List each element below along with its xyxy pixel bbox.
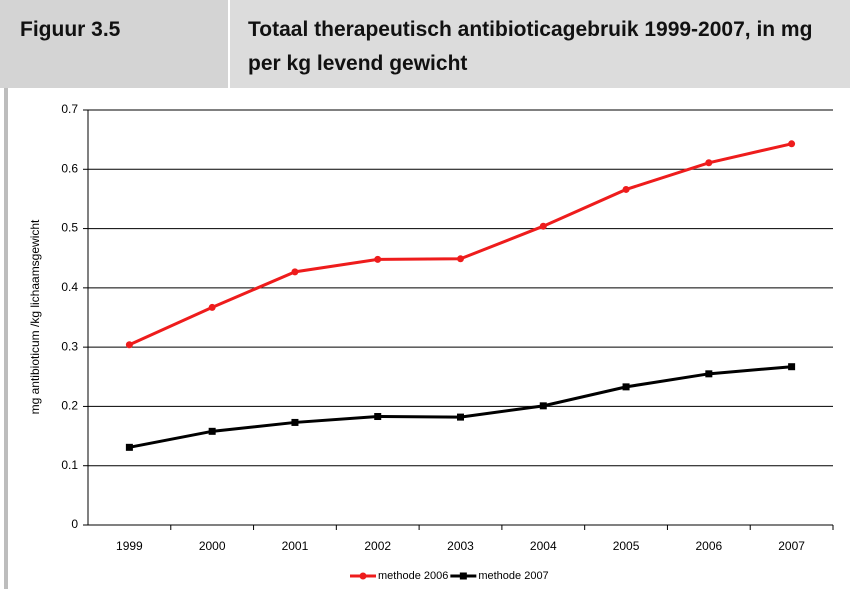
- y-tick-label: 0.7: [61, 102, 78, 116]
- legend-marker: [459, 572, 467, 580]
- y-tick-label: 0.3: [61, 339, 78, 353]
- x-tick-label: 2005: [613, 539, 640, 553]
- data-point: [208, 303, 216, 311]
- side-border: [4, 88, 8, 589]
- data-point: [539, 402, 547, 410]
- data-point: [457, 255, 464, 263]
- x-tick-label: 2000: [199, 539, 226, 553]
- data-point: [788, 140, 796, 148]
- data-point: [705, 370, 713, 378]
- y-tick-label: 0.1: [61, 458, 78, 472]
- data-point: [291, 268, 299, 276]
- y-tick-label: 0.2: [61, 399, 78, 413]
- y-tick-label: 0.4: [61, 280, 78, 294]
- series-line: [128, 142, 792, 347]
- data-point: [622, 185, 630, 193]
- header-label-cell: Figuur 3.5: [0, 0, 228, 88]
- data-point: [291, 418, 299, 426]
- data-point: [208, 427, 216, 435]
- y-tick-label: 0.5: [61, 221, 78, 235]
- legend-label: methode 2006: [378, 570, 448, 582]
- data-point: [125, 341, 133, 349]
- x-tick-label: 2004: [530, 539, 557, 553]
- data-point: [705, 159, 713, 167]
- data-point: [622, 383, 630, 391]
- data-point: [374, 255, 382, 263]
- x-tick-label: 1999: [116, 539, 143, 553]
- data-point: [374, 413, 382, 421]
- x-tick-label: 2003: [447, 539, 474, 553]
- y-tick-label: 0: [71, 517, 78, 531]
- x-tick-label: 2006: [695, 539, 722, 553]
- x-tick-label: 2001: [282, 539, 309, 553]
- figure-label: Figuur 3.5: [20, 18, 121, 41]
- data-point: [125, 443, 133, 451]
- x-tick-label: 2002: [364, 539, 391, 553]
- data-point: [539, 222, 547, 230]
- chart-title: Totaal therapeutisch antibioticagebruik …: [248, 18, 813, 75]
- data-point: [788, 363, 796, 371]
- legend-marker: [359, 572, 367, 580]
- y-axis-label: mg antibioticum /kg lichaamsgewicht: [28, 219, 42, 414]
- header-title-cell: Totaal therapeutisch antibioticagebruik …: [230, 0, 850, 88]
- y-tick-label: 0.6: [61, 161, 78, 175]
- series-line: [129, 365, 792, 449]
- x-tick-label: 2007: [778, 539, 805, 553]
- data-point: [457, 413, 464, 421]
- legend-label: methode 2007: [478, 570, 548, 582]
